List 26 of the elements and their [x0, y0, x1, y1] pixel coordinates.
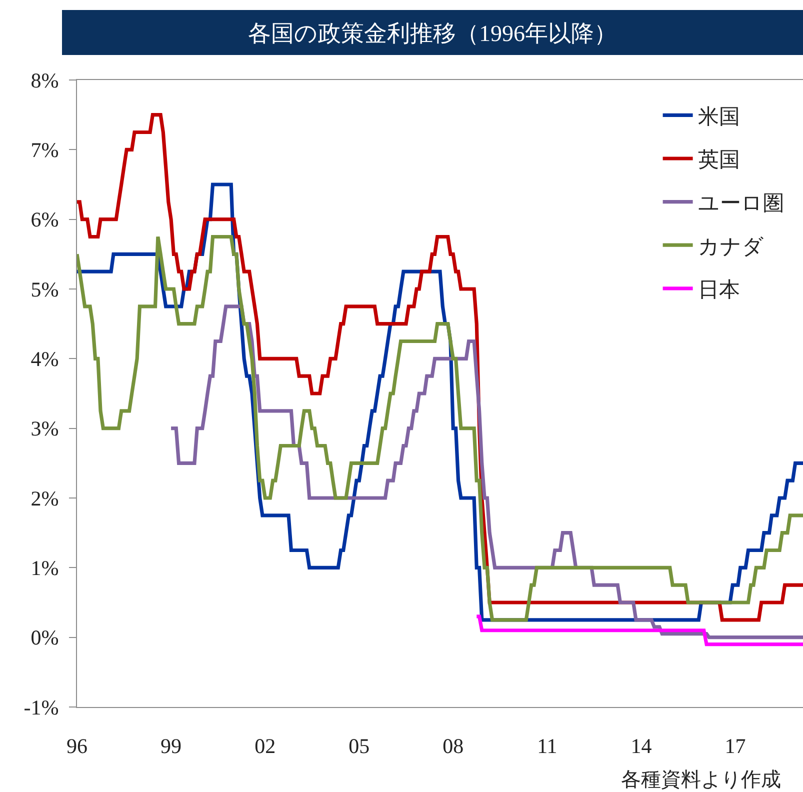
y-tick-label: 1%	[30, 556, 59, 580]
y-tick-label: 0%	[30, 626, 59, 650]
y-tick-label: 7%	[30, 138, 59, 162]
y-tick-label: 6%	[30, 208, 59, 232]
legend-label: カナダ	[698, 234, 764, 258]
y-tick-label: 3%	[30, 416, 59, 441]
legend-label: 英国	[698, 148, 740, 172]
y-tick-label: -1%	[24, 695, 59, 720]
line-series	[169, 304, 803, 640]
legend-label: 日本	[698, 278, 740, 302]
y-tick-label: 4%	[30, 347, 59, 372]
legend-label: ユーロ圏	[698, 190, 784, 215]
x-tick-label: 99	[160, 734, 182, 758]
x-tick-label: 02	[254, 734, 276, 758]
x-tick-label: 11	[537, 734, 558, 758]
text: 各種資料より作成	[621, 769, 781, 791]
y-tick-label: 8%	[30, 68, 59, 92]
y-tick-label: 2%	[30, 486, 59, 510]
x-tick-label: 96	[66, 734, 88, 758]
x-tick-label: 14	[630, 734, 652, 758]
y-tick-label: 5%	[30, 277, 59, 302]
x-tick-label: 17	[724, 734, 746, 758]
x-tick-label: 08	[442, 734, 464, 758]
x-tick-label: 05	[348, 734, 370, 758]
legend-label: 米国	[698, 104, 740, 128]
chart-title: 各国の政策金利推移（1996年以降）	[248, 21, 617, 46]
